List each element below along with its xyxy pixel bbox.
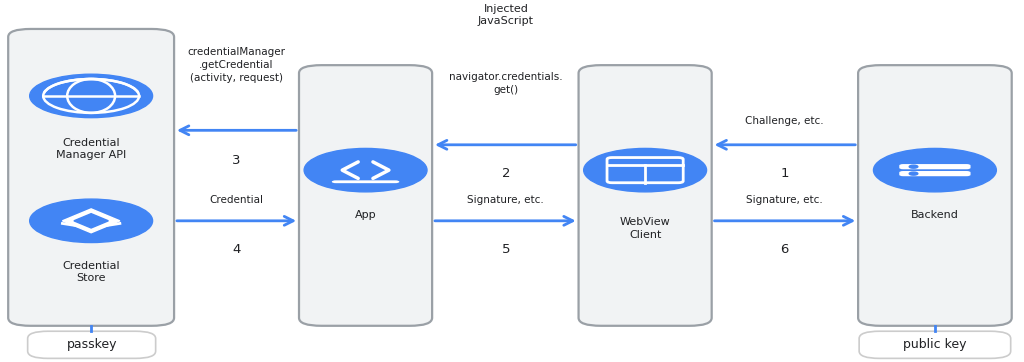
Text: Signature, etc.: Signature, etc.: [746, 195, 822, 206]
Circle shape: [304, 148, 427, 192]
Text: Credential
Manager API: Credential Manager API: [56, 138, 126, 160]
FancyBboxPatch shape: [858, 65, 1012, 326]
FancyBboxPatch shape: [579, 65, 712, 326]
FancyBboxPatch shape: [28, 331, 156, 358]
Text: Signature, etc.: Signature, etc.: [468, 195, 544, 206]
Circle shape: [909, 165, 918, 168]
Text: 6: 6: [780, 243, 788, 256]
FancyBboxPatch shape: [899, 164, 971, 169]
Text: Backend: Backend: [911, 210, 958, 220]
FancyBboxPatch shape: [899, 171, 971, 176]
FancyBboxPatch shape: [859, 331, 1011, 358]
Text: Challenge, etc.: Challenge, etc.: [745, 116, 823, 126]
Text: 4: 4: [232, 243, 241, 256]
Text: public key: public key: [903, 338, 967, 351]
Circle shape: [30, 74, 153, 118]
Text: 5: 5: [502, 243, 510, 256]
Text: Credential: Credential: [210, 195, 263, 206]
Text: Injected
JavaScript: Injected JavaScript: [478, 4, 534, 26]
Text: App: App: [354, 210, 377, 220]
Polygon shape: [62, 209, 120, 233]
Text: Credential
Store: Credential Store: [62, 261, 120, 283]
Text: WebView
Client: WebView Client: [620, 217, 671, 240]
Text: 3: 3: [232, 154, 241, 167]
FancyBboxPatch shape: [299, 65, 432, 326]
Text: navigator.credentials.
get(): navigator.credentials. get(): [450, 72, 562, 95]
FancyBboxPatch shape: [8, 29, 174, 326]
Text: credentialManager
.getCredential
(activity, request): credentialManager .getCredential (activi…: [187, 47, 286, 83]
Text: 1: 1: [780, 167, 788, 180]
Text: passkey: passkey: [67, 338, 117, 351]
Polygon shape: [74, 214, 109, 228]
Circle shape: [30, 199, 153, 243]
Circle shape: [873, 148, 996, 192]
Text: 2: 2: [502, 167, 510, 180]
Circle shape: [584, 148, 707, 192]
Circle shape: [909, 172, 918, 175]
FancyBboxPatch shape: [332, 180, 399, 183]
